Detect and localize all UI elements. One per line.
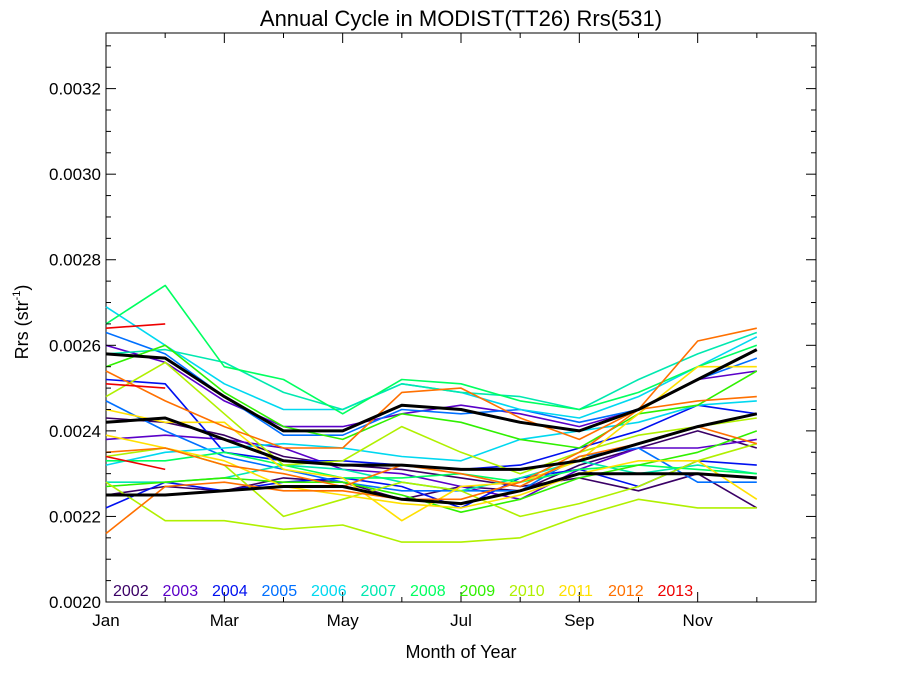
x-axis-label: Month of Year xyxy=(405,642,516,662)
legend-entry-2012: 2012 xyxy=(608,583,644,600)
series-line-11 xyxy=(105,331,758,411)
series-line-22 xyxy=(105,327,757,535)
legend-entry-2008: 2008 xyxy=(410,583,446,600)
x-tick-label: Jul xyxy=(450,611,472,630)
series-line-29 xyxy=(105,412,758,471)
legend-entry-2006: 2006 xyxy=(311,583,347,600)
series-line-23 xyxy=(105,370,757,449)
legend-entry-2002: 2002 xyxy=(113,583,149,600)
series-line-10 xyxy=(105,400,757,466)
y-axis-label-superscript: -1 xyxy=(11,291,23,301)
y-tick-label: 0.0032 xyxy=(49,80,101,99)
series-line-2 xyxy=(105,417,758,509)
y-axis-label-main: Rrs (str xyxy=(12,300,32,359)
legend-entry-2005: 2005 xyxy=(262,583,298,600)
legend-entry-2011: 2011 xyxy=(559,583,594,600)
legend-entry-2013: 2013 xyxy=(658,583,694,600)
legend-entry-2004: 2004 xyxy=(212,583,248,600)
series-line-8 xyxy=(105,400,757,492)
series-layer xyxy=(105,284,758,543)
series-line-9 xyxy=(105,306,758,419)
series-line-26 xyxy=(105,383,166,389)
y-tick-label: 0.0022 xyxy=(49,507,101,526)
series-line-25 xyxy=(105,323,166,329)
series-line-27 xyxy=(105,455,166,471)
x-tick-label: Jan xyxy=(92,611,119,630)
plot-area-border xyxy=(105,32,817,603)
plot-frame xyxy=(105,32,817,603)
x-tick-label: May xyxy=(327,611,360,630)
series-line-1 xyxy=(105,430,758,501)
legend-entry-2010: 2010 xyxy=(509,583,545,600)
series-line-28 xyxy=(105,348,758,433)
y-tick-label: 0.0024 xyxy=(49,422,101,441)
x-tick-label: Nov xyxy=(683,611,714,630)
legend-entry-2003: 2003 xyxy=(163,583,199,600)
x-tick-label: Sep xyxy=(564,611,594,630)
series-line-21 xyxy=(105,434,758,509)
ticks-layer: Jan Mar May Jul Sep Nov 0.0020 0.0022 0.0024 0.00… xyxy=(49,33,816,630)
y-axis-label: Rrs (str-1) xyxy=(11,285,32,360)
series-line-13 xyxy=(105,284,758,415)
y-tick-label: 0.0026 xyxy=(49,336,101,355)
x-tick-label: Mar xyxy=(210,611,240,630)
y-tick-label: 0.0030 xyxy=(49,165,101,184)
y-tick-label: 0.0028 xyxy=(49,251,101,270)
legend-entry-2007: 2007 xyxy=(361,583,397,600)
series-line-14 xyxy=(106,451,757,484)
chart-title: Annual Cycle in MODIST(TT26) Rrs(531) xyxy=(260,6,662,31)
series-line-15 xyxy=(105,344,758,449)
series-line-30 xyxy=(106,472,757,506)
series-line-17 xyxy=(105,361,757,475)
series-line-4 xyxy=(105,434,757,501)
y-axis-label-close: ) xyxy=(12,285,32,291)
series-line-18 xyxy=(105,481,757,543)
legend-entry-2009: 2009 xyxy=(460,583,496,600)
legend: 2002 2003 2004 2005 2006 2007 2008 2009 2010 2011… xyxy=(113,583,693,600)
y-tick-label: 0.0020 xyxy=(49,593,101,612)
